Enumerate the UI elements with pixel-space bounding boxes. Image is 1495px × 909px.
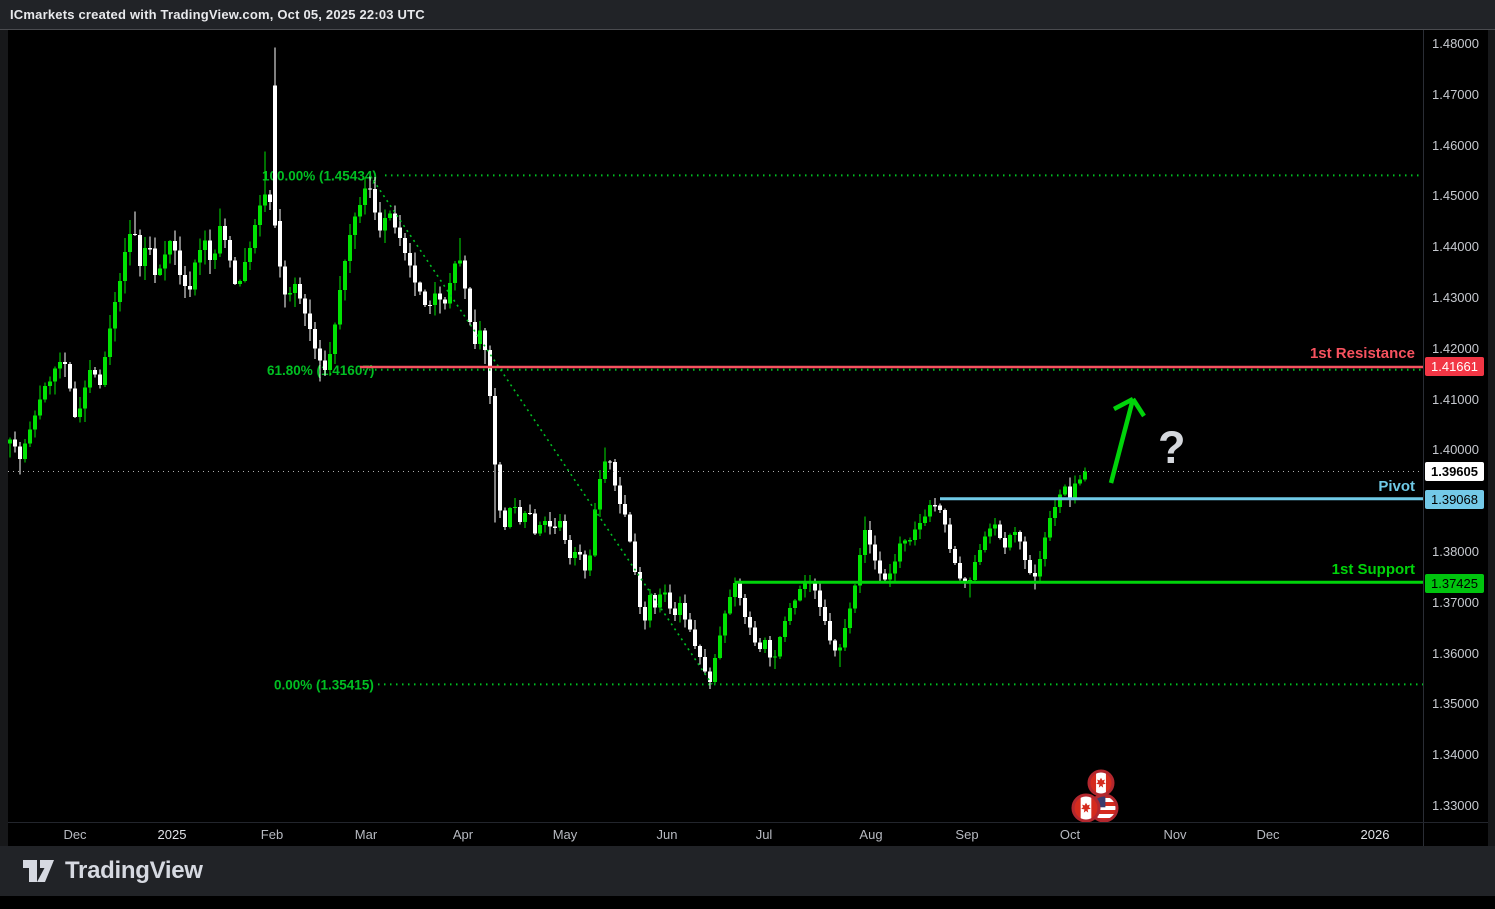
price-axis-tick: 1.33000 <box>1432 798 1479 813</box>
time-axis-tick: Apr <box>452 827 474 842</box>
time-axis-tick: Mar <box>354 827 378 842</box>
time-axis-tick: Nov <box>1163 827 1187 842</box>
price-axis-tick: 1.37000 <box>1432 594 1479 610</box>
time-axis-tick: Jun <box>656 827 678 842</box>
chart-title: ICmarkets created with TradingView.com, … <box>10 7 425 22</box>
time-axis-tick: Feb <box>260 827 284 842</box>
time-axis-tick: 2026 <box>1360 827 1390 842</box>
fib-retracement[interactable]: 100.00% (1.45434) 61.80% (1.41607) 0.00% (… <box>262 168 377 692</box>
price-axis-tick: 1.43000 <box>1432 290 1479 305</box>
price-axis-tick: 1.35000 <box>1432 696 1479 712</box>
time-axis-tick: Dec <box>1256 827 1280 842</box>
time-axis-tick: Dec <box>63 827 87 842</box>
price-axis-tick: 1.36000 <box>1432 645 1479 661</box>
price-axis-tick: 1.42000 <box>1432 340 1479 356</box>
price-axis-tick: 1.34000 <box>1432 747 1479 763</box>
tradingview-logo-text: TradingView <box>65 857 203 884</box>
price-axis-tick: 1.48000 <box>1432 36 1479 51</box>
price-axis-tick: 1.45000 <box>1432 188 1479 204</box>
time-axis-tick: 2025 <box>157 827 187 842</box>
price-axis-tick: 1.46000 <box>1432 137 1479 153</box>
candlestick-series[interactable] <box>8 47 1087 690</box>
pivot-price-badge: 1.39068 <box>1425 490 1484 509</box>
canada-flag-marker-icon[interactable] <box>1071 793 1101 823</box>
price-axis-tick: 1.41000 <box>1432 391 1479 407</box>
chart-area[interactable]: 100.00% (1.45434) 61.80% (1.41607) 0.00% (… <box>0 30 1495 846</box>
fib-level-label[interactable]: 100.00% (1.45434) <box>262 168 377 183</box>
time-axis-tick: May <box>552 827 578 842</box>
tradingview-logo-icon <box>23 860 54 882</box>
right-margin <box>1488 30 1495 846</box>
footer-bar: TradingView <box>0 846 1495 896</box>
time-axis-tick: Aug <box>859 827 883 842</box>
support-price-badge: 1.37425 <box>1425 574 1484 593</box>
canada-flag-marker-icon[interactable] <box>1087 769 1115 797</box>
resistance-price-badge: 1.41661 <box>1425 357 1484 376</box>
price-axis-tick: 1.44000 <box>1432 239 1479 255</box>
price-axis-tick: 1.40000 <box>1432 442 1479 458</box>
price-axis-tick: 1.38000 <box>1432 544 1479 559</box>
tradingview-logo[interactable]: TradingView <box>22 857 203 885</box>
time-axis-tick: Oct <box>1059 827 1081 842</box>
time-axis-tick: Sep <box>955 827 979 842</box>
left-margin <box>0 30 8 846</box>
current-price-badge: 1.39605 <box>1425 462 1484 481</box>
bottom-strip <box>0 896 1495 909</box>
fib-level-label[interactable]: 0.00% (1.35415) <box>274 677 374 692</box>
price-chart-canvas[interactable]: 100.00% (1.45434) 61.80% (1.41607) 0.00% (… <box>0 30 1495 846</box>
event-markers[interactable] <box>1071 769 1119 823</box>
fib-level-label[interactable]: 61.80% (1.41607) <box>267 363 374 378</box>
level-lines[interactable] <box>8 174 1423 686</box>
support-label[interactable]: 1st Support <box>1331 561 1415 578</box>
pivot-label[interactable]: Pivot <box>1378 478 1415 495</box>
time-axis-tick: Jul <box>755 827 773 842</box>
question-mark-annotation[interactable]: ? <box>1158 422 1186 473</box>
price-axis-tick: 1.47000 <box>1432 86 1479 102</box>
time-axis-separator <box>8 822 1488 823</box>
price-axis-separator <box>1423 30 1424 846</box>
chart-header-bar: ICmarkets created with TradingView.com, … <box>0 0 1495 30</box>
up-arrow-annotation[interactable] <box>1108 397 1146 484</box>
resistance-label[interactable]: 1st Resistance <box>1309 345 1415 362</box>
fib-trendline[interactable] <box>369 174 713 685</box>
